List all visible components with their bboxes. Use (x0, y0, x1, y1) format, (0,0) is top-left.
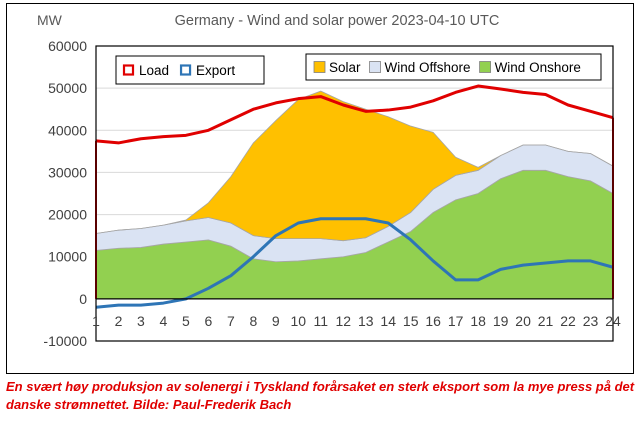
legend-label: Load (139, 63, 169, 78)
x-tick-label: 14 (380, 313, 396, 329)
x-tick-label: 10 (291, 313, 307, 329)
y-tick-label: 10000 (48, 249, 87, 265)
x-tick-label: 6 (204, 313, 212, 329)
x-tick-label: 23 (583, 313, 599, 329)
legend-label: Wind Onshore (495, 60, 581, 75)
x-tick-label: 3 (137, 313, 145, 329)
y-tick-label: -10000 (43, 333, 87, 349)
x-tick-label: 7 (227, 313, 235, 329)
y-tick-label: 50000 (48, 80, 87, 96)
legend-swatch (179, 64, 192, 76)
x-tick-label: 1 (92, 313, 100, 329)
y-tick-label: 40000 (48, 122, 87, 138)
x-tick-label: 24 (605, 313, 621, 329)
chart-title: Germany - Wind and solar power 2023-04-1… (175, 13, 500, 29)
x-tick-label: 18 (470, 313, 486, 329)
line-export (95, 217, 614, 309)
x-tick-label: 9 (272, 313, 280, 329)
x-tick-label: 8 (249, 313, 257, 329)
x-tick-label: 4 (160, 313, 168, 329)
legend-label: Wind Offshore (385, 60, 471, 75)
stacked-areas (95, 90, 614, 300)
x-tick-label: 20 (515, 313, 531, 329)
x-tick-label: 5 (182, 313, 190, 329)
x-tick-label: 19 (493, 313, 509, 329)
x-tick-label: 17 (448, 313, 464, 329)
x-tick-label: 16 (425, 313, 441, 329)
legend-label: Solar (329, 60, 361, 75)
legend-swatch (479, 61, 491, 73)
y-tick-label: 0 (79, 291, 87, 307)
y-axis-label: MW (37, 12, 63, 28)
legend-swatch (122, 64, 135, 76)
line-load (95, 84, 614, 145)
y-tick-label: 60000 (48, 38, 87, 54)
legend-swatch (369, 61, 381, 73)
legends: Load Export Solar Wind Offshore Wind Onshore (115, 53, 602, 85)
x-tick-label: 13 (358, 313, 374, 329)
chart-frame: -10000 0 10000 20000 30000 40000 50000 60000 1 2 3… (6, 3, 634, 374)
y-tick-label: 30000 (48, 164, 87, 180)
x-tick-label: 21 (538, 313, 554, 329)
x-tick-label: 15 (403, 313, 419, 329)
y-tick-label: 20000 (48, 207, 87, 223)
legend-label: Export (196, 63, 235, 78)
legend-box (305, 53, 602, 81)
image-caption: En svært høy produksjon av solenergi i T… (6, 379, 635, 412)
x-tick-label: 2 (115, 313, 123, 329)
x-tick-label: 22 (560, 313, 576, 329)
x-tick-label: 11 (314, 313, 329, 329)
legend-swatch (313, 61, 326, 73)
x-tick-label: 12 (335, 313, 351, 329)
plot-area-border (95, 45, 614, 342)
